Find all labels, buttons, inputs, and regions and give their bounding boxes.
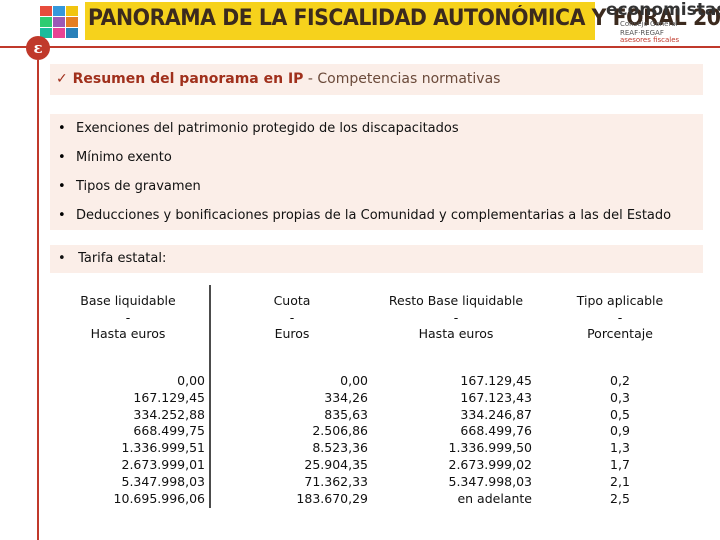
table-cell: 668.499,76 <box>460 423 532 439</box>
bullet-dot: • <box>58 150 66 165</box>
column-header: Hasta euros <box>90 326 166 341</box>
bullet: Deducciones y bonificaciones propias de … <box>76 208 672 223</box>
table-cell: 167.129,45 <box>133 389 205 405</box>
table-cell: 1.336.999,51 <box>121 440 206 456</box>
tarifa-text: Tarifa estatal: <box>78 251 167 266</box>
column-header: - <box>289 309 295 325</box>
table-cell: 183.670,29 <box>296 490 368 506</box>
table-cell: 0,00 <box>340 373 368 388</box>
section-subtitle: - Competencias normativas <box>307 71 501 87</box>
column-header: - <box>453 309 459 325</box>
column-header: Cuota <box>273 293 311 308</box>
bullet-dot: • <box>58 179 66 194</box>
bullet: Mínimo exento <box>76 150 172 165</box>
column-header: Base liquidable <box>80 293 176 308</box>
column-header: Euros <box>274 326 310 341</box>
column-header: - <box>617 309 623 325</box>
section-heading: ✓ Resumen del panorama en IP - Competenc… <box>56 71 500 87</box>
column-header: Porcentaje <box>587 326 653 341</box>
brand-org-sub: asesores fiscales <box>620 36 680 44</box>
tarifa-band <box>50 245 703 273</box>
table-cell: 2,5 <box>610 490 630 506</box>
table-cell: 1,7 <box>610 457 630 472</box>
table-cell: 8.523,36 <box>312 440 368 456</box>
table-cell: 5.347.998,03 <box>448 473 533 489</box>
table-cell: 334.252,88 <box>133 406 205 422</box>
icon <box>26 36 50 60</box>
table-cell: 2,1 <box>610 473 630 489</box>
column-header: Resto Base liquidable <box>388 293 524 308</box>
table-cell: 0,9 <box>610 423 630 439</box>
table-cell: 1,3 <box>610 440 630 456</box>
table-cell: 2.506,86 <box>312 423 368 439</box>
table-cell: 835,63 <box>324 406 368 422</box>
bullet-dot: • <box>58 208 66 223</box>
table-cell: 2.673.999,01 <box>121 457 206 472</box>
brand: economistas <box>606 0 720 20</box>
column-header: Tipo aplicable <box>576 293 664 308</box>
table-cell: 10.695.996,06 <box>113 490 205 506</box>
table-cell: 25.904,35 <box>304 457 368 472</box>
cube-logo <box>40 6 78 38</box>
table-cell: 334,26 <box>324 389 368 405</box>
bullet: Tipos de gravamen <box>76 179 201 194</box>
bullet: Exenciones del patrimonio protegido de l… <box>76 121 459 136</box>
brand-sub: Consejo General <box>620 20 678 28</box>
section-band <box>50 64 703 95</box>
check: ✓ <box>56 71 73 87</box>
table-cell: en adelante <box>457 490 532 506</box>
tarifa-label: • Tarifa estatal: <box>58 251 167 266</box>
section-title: Resumen del panorama en IP <box>72 71 304 87</box>
table-cell: 0,00 <box>177 373 205 388</box>
column-header: - <box>125 309 131 325</box>
bullet-dot: • <box>58 121 66 136</box>
table-cell: 334.246,87 <box>460 406 532 422</box>
icon-glyph: ε <box>33 39 42 57</box>
title-band <box>85 2 595 40</box>
table-cell: 167.129,45 <box>460 373 532 388</box>
table-cell: 0,3 <box>610 389 630 405</box>
table-cell: 0,2 <box>610 373 630 388</box>
table-cell: 167.123,43 <box>460 389 532 405</box>
table-cell: 2.673.999,02 <box>448 457 533 472</box>
table-cell: 668.499,75 <box>133 423 205 439</box>
brand-org: REAF·REGAF <box>620 29 664 37</box>
table-cell: 1.336.999,50 <box>448 440 533 456</box>
page-title: PANORAMA DE LA FISCALIDAD AUTONÓMICA Y F… <box>88 6 720 31</box>
table-cell: 71.362,33 <box>304 473 368 489</box>
table-cell: 5.347.998,03 <box>121 473 206 489</box>
table-cell: 0,5 <box>610 406 630 422</box>
bullet-band <box>50 114 703 230</box>
column-header: Hasta euros <box>418 326 494 341</box>
